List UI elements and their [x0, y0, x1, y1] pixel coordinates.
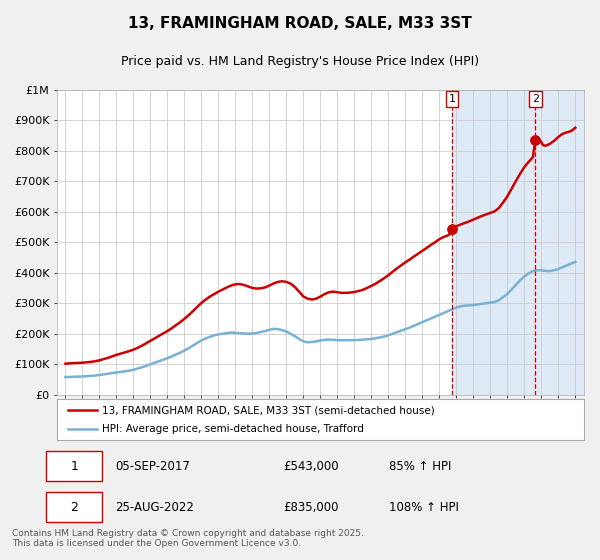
- Text: 2: 2: [70, 501, 79, 514]
- Text: 1: 1: [70, 460, 79, 473]
- Point: [530, 136, 540, 144]
- Text: 13, FRAMINGHAM ROAD, SALE, M33 3ST (semi-detached house): 13, FRAMINGHAM ROAD, SALE, M33 3ST (semi…: [102, 405, 434, 415]
- Text: 85% ↑ HPI: 85% ↑ HPI: [389, 460, 451, 473]
- FancyBboxPatch shape: [57, 399, 584, 440]
- FancyBboxPatch shape: [46, 451, 102, 482]
- Text: 108% ↑ HPI: 108% ↑ HPI: [389, 501, 459, 514]
- Text: £835,000: £835,000: [284, 501, 339, 514]
- Text: 25-AUG-2022: 25-AUG-2022: [115, 501, 194, 514]
- FancyBboxPatch shape: [46, 492, 102, 522]
- Text: 2: 2: [532, 94, 539, 104]
- Text: £543,000: £543,000: [284, 460, 339, 473]
- Bar: [452, 90, 600, 395]
- Text: Price paid vs. HM Land Registry's House Price Index (HPI): Price paid vs. HM Land Registry's House …: [121, 55, 479, 68]
- Text: 05-SEP-2017: 05-SEP-2017: [115, 460, 190, 473]
- Text: 1: 1: [449, 94, 455, 104]
- Text: Contains HM Land Registry data © Crown copyright and database right 2025.
This d: Contains HM Land Registry data © Crown c…: [12, 529, 364, 548]
- Point: [447, 225, 457, 234]
- Text: HPI: Average price, semi-detached house, Trafford: HPI: Average price, semi-detached house,…: [102, 424, 364, 434]
- Text: 13, FRAMINGHAM ROAD, SALE, M33 3ST: 13, FRAMINGHAM ROAD, SALE, M33 3ST: [128, 16, 472, 31]
